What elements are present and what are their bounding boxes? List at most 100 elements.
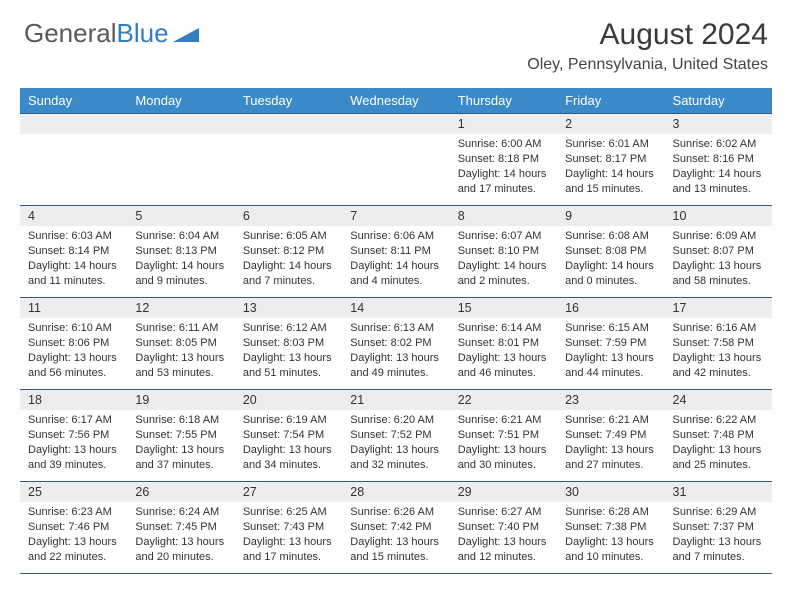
- calendar-cell: 27Sunrise: 6:25 AMSunset: 7:43 PMDayligh…: [235, 482, 342, 574]
- calendar-row: 18Sunrise: 6:17 AMSunset: 7:56 PMDayligh…: [20, 390, 772, 482]
- sunrise-text: Sunrise: 6:16 AM: [673, 321, 764, 336]
- calendar-cell: 12Sunrise: 6:11 AMSunset: 8:05 PMDayligh…: [127, 298, 234, 390]
- header: GeneralBlue August 2024 Oley, Pennsylvan…: [0, 0, 792, 82]
- day-data: Sunrise: 6:16 AMSunset: 7:58 PMDaylight:…: [665, 318, 772, 386]
- sunrise-text: Sunrise: 6:04 AM: [135, 229, 226, 244]
- sunset-text: Sunset: 8:13 PM: [135, 244, 226, 259]
- sunset-text: Sunset: 7:43 PM: [243, 520, 334, 535]
- month-title: August 2024: [527, 18, 768, 52]
- day-number: 6: [235, 206, 342, 226]
- calendar-cell: 3Sunrise: 6:02 AMSunset: 8:16 PMDaylight…: [665, 114, 772, 206]
- logo-triangle-icon: [173, 18, 199, 49]
- daylight-text: Daylight: 14 hours and 17 minutes.: [458, 167, 549, 197]
- calendar-cell: 17Sunrise: 6:16 AMSunset: 7:58 PMDayligh…: [665, 298, 772, 390]
- sunrise-text: Sunrise: 6:12 AM: [243, 321, 334, 336]
- logo: GeneralBlue: [24, 18, 199, 49]
- daylight-text: Daylight: 13 hours and 34 minutes.: [243, 443, 334, 473]
- day-data: Sunrise: 6:01 AMSunset: 8:17 PMDaylight:…: [557, 134, 664, 202]
- day-data: Sunrise: 6:09 AMSunset: 8:07 PMDaylight:…: [665, 226, 772, 294]
- daylight-text: Daylight: 13 hours and 44 minutes.: [565, 351, 656, 381]
- sunrise-text: Sunrise: 6:01 AM: [565, 137, 656, 152]
- daylight-text: Daylight: 14 hours and 0 minutes.: [565, 259, 656, 289]
- sunset-text: Sunset: 7:49 PM: [565, 428, 656, 443]
- calendar-cell: 14Sunrise: 6:13 AMSunset: 8:02 PMDayligh…: [342, 298, 449, 390]
- day-data: Sunrise: 6:07 AMSunset: 8:10 PMDaylight:…: [450, 226, 557, 294]
- calendar-row: 11Sunrise: 6:10 AMSunset: 8:06 PMDayligh…: [20, 298, 772, 390]
- day-data: Sunrise: 6:08 AMSunset: 8:08 PMDaylight:…: [557, 226, 664, 294]
- day-number: 31: [665, 482, 772, 502]
- daylight-text: Daylight: 13 hours and 12 minutes.: [458, 535, 549, 565]
- daylight-text: Daylight: 13 hours and 42 minutes.: [673, 351, 764, 381]
- calendar-cell: 9Sunrise: 6:08 AMSunset: 8:08 PMDaylight…: [557, 206, 664, 298]
- daylight-text: Daylight: 14 hours and 9 minutes.: [135, 259, 226, 289]
- day-number: 12: [127, 298, 234, 318]
- day-number: 22: [450, 390, 557, 410]
- day-number: 25: [20, 482, 127, 502]
- day-data: Sunrise: 6:10 AMSunset: 8:06 PMDaylight:…: [20, 318, 127, 386]
- title-block: August 2024 Oley, Pennsylvania, United S…: [527, 18, 768, 74]
- calendar-cell: 19Sunrise: 6:18 AMSunset: 7:55 PMDayligh…: [127, 390, 234, 482]
- sunrise-text: Sunrise: 6:27 AM: [458, 505, 549, 520]
- day-number: 28: [342, 482, 449, 502]
- sunrise-text: Sunrise: 6:19 AM: [243, 413, 334, 428]
- daylight-text: Daylight: 13 hours and 25 minutes.: [673, 443, 764, 473]
- sunrise-text: Sunrise: 6:06 AM: [350, 229, 441, 244]
- sunrise-text: Sunrise: 6:24 AM: [135, 505, 226, 520]
- daylight-text: Daylight: 13 hours and 30 minutes.: [458, 443, 549, 473]
- day-data: Sunrise: 6:00 AMSunset: 8:18 PMDaylight:…: [450, 134, 557, 202]
- sunset-text: Sunset: 7:37 PM: [673, 520, 764, 535]
- daylight-text: Daylight: 13 hours and 32 minutes.: [350, 443, 441, 473]
- day-data: Sunrise: 6:11 AMSunset: 8:05 PMDaylight:…: [127, 318, 234, 386]
- sunrise-text: Sunrise: 6:10 AM: [28, 321, 119, 336]
- day-number: 16: [557, 298, 664, 318]
- day-number: 1: [450, 114, 557, 134]
- sunset-text: Sunset: 7:38 PM: [565, 520, 656, 535]
- sunrise-text: Sunrise: 6:23 AM: [28, 505, 119, 520]
- day-number: 26: [127, 482, 234, 502]
- daylight-text: Daylight: 14 hours and 11 minutes.: [28, 259, 119, 289]
- sunrise-text: Sunrise: 6:22 AM: [673, 413, 764, 428]
- day-number: 30: [557, 482, 664, 502]
- day-data: Sunrise: 6:28 AMSunset: 7:38 PMDaylight:…: [557, 502, 664, 570]
- daylight-text: Daylight: 13 hours and 22 minutes.: [28, 535, 119, 565]
- day-number: 24: [665, 390, 772, 410]
- day-data: Sunrise: 6:20 AMSunset: 7:52 PMDaylight:…: [342, 410, 449, 478]
- daylight-text: Daylight: 13 hours and 56 minutes.: [28, 351, 119, 381]
- calendar-cell: 20Sunrise: 6:19 AMSunset: 7:54 PMDayligh…: [235, 390, 342, 482]
- calendar-row: 4Sunrise: 6:03 AMSunset: 8:14 PMDaylight…: [20, 206, 772, 298]
- day-data: Sunrise: 6:02 AMSunset: 8:16 PMDaylight:…: [665, 134, 772, 202]
- calendar-cell: 24Sunrise: 6:22 AMSunset: 7:48 PMDayligh…: [665, 390, 772, 482]
- day-data: Sunrise: 6:03 AMSunset: 8:14 PMDaylight:…: [20, 226, 127, 294]
- day-data: Sunrise: 6:17 AMSunset: 7:56 PMDaylight:…: [20, 410, 127, 478]
- calendar-cell: 18Sunrise: 6:17 AMSunset: 7:56 PMDayligh…: [20, 390, 127, 482]
- day-number-empty: [342, 114, 449, 134]
- sunset-text: Sunset: 7:42 PM: [350, 520, 441, 535]
- day-number-empty: [235, 114, 342, 134]
- calendar-cell: [342, 114, 449, 206]
- day-data: Sunrise: 6:04 AMSunset: 8:13 PMDaylight:…: [127, 226, 234, 294]
- day-number: 10: [665, 206, 772, 226]
- sunset-text: Sunset: 8:05 PM: [135, 336, 226, 351]
- day-data: Sunrise: 6:24 AMSunset: 7:45 PMDaylight:…: [127, 502, 234, 570]
- day-data: Sunrise: 6:05 AMSunset: 8:12 PMDaylight:…: [235, 226, 342, 294]
- sunset-text: Sunset: 8:12 PM: [243, 244, 334, 259]
- sunset-text: Sunset: 8:01 PM: [458, 336, 549, 351]
- daylight-text: Daylight: 14 hours and 13 minutes.: [673, 167, 764, 197]
- daylight-text: Daylight: 13 hours and 7 minutes.: [673, 535, 764, 565]
- sunset-text: Sunset: 7:51 PM: [458, 428, 549, 443]
- sunset-text: Sunset: 8:03 PM: [243, 336, 334, 351]
- sunrise-text: Sunrise: 6:20 AM: [350, 413, 441, 428]
- daylight-text: Daylight: 13 hours and 17 minutes.: [243, 535, 334, 565]
- daylight-text: Daylight: 13 hours and 53 minutes.: [135, 351, 226, 381]
- weekday-header: Thursday: [450, 88, 557, 114]
- daylight-text: Daylight: 13 hours and 15 minutes.: [350, 535, 441, 565]
- weekday-header: Friday: [557, 88, 664, 114]
- sunset-text: Sunset: 7:59 PM: [565, 336, 656, 351]
- daylight-text: Daylight: 14 hours and 7 minutes.: [243, 259, 334, 289]
- calendar-table: SundayMondayTuesdayWednesdayThursdayFrid…: [20, 88, 772, 574]
- sunset-text: Sunset: 8:16 PM: [673, 152, 764, 167]
- sunrise-text: Sunrise: 6:26 AM: [350, 505, 441, 520]
- day-data: Sunrise: 6:18 AMSunset: 7:55 PMDaylight:…: [127, 410, 234, 478]
- sunset-text: Sunset: 7:40 PM: [458, 520, 549, 535]
- calendar-cell: 28 Sunrise: 6:26 AMSunset: 7:42 PMDayligh…: [342, 482, 449, 574]
